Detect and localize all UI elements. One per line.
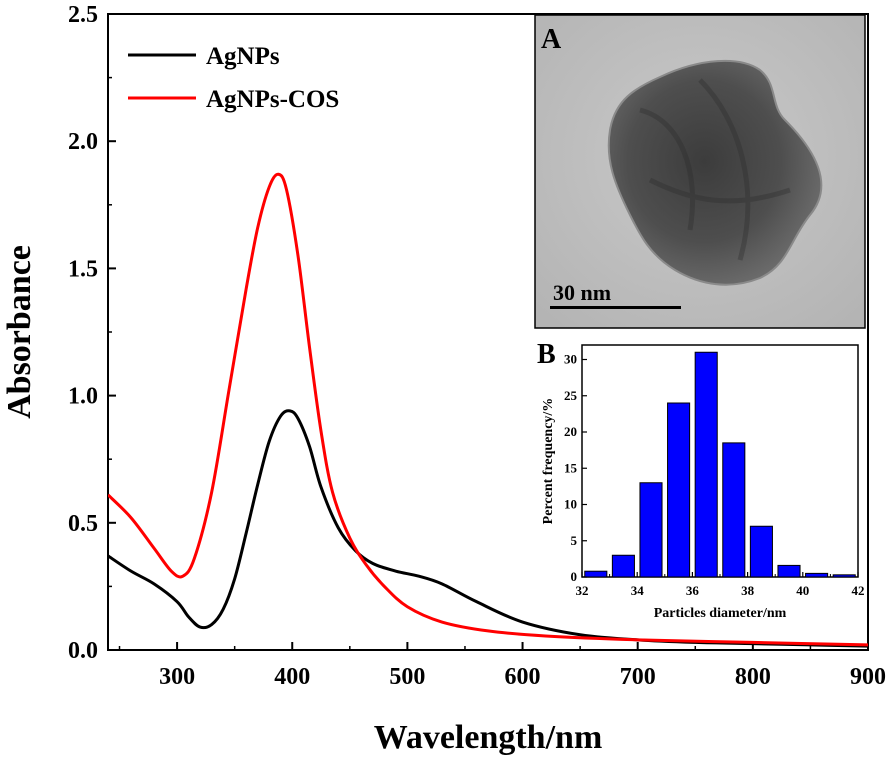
inset-y-axis-title: Percent frequency/%	[541, 398, 556, 525]
inset-a-tem-image: A 30 nm	[534, 14, 866, 329]
main-y-ticks: 0.0 0.5 1.0 1.5 2.0 2.5	[68, 2, 116, 664]
legend-label-agnps-cos: AgNPs-COS	[206, 86, 339, 113]
histogram-bar	[584, 570, 608, 578]
inset-y-tick-label: 30	[564, 352, 577, 367]
y-axis-title: Absorbance	[1, 245, 38, 419]
main-y-tick-label: 1.0	[68, 384, 98, 410]
main-x-tick-label: 400	[274, 664, 310, 690]
inset-x-tick-label: 32	[576, 583, 589, 598]
panel-label-b: B	[537, 339, 556, 370]
main-y-tick-label: 2.0	[68, 129, 98, 155]
inset-y-ticks: 0 5 10 15 20 25 30	[564, 352, 587, 584]
main-x-tick-label: 600	[505, 664, 541, 690]
main-x-tick-label: 900	[850, 664, 886, 690]
main-x-tick-label: 800	[735, 664, 771, 690]
inset-x-tick-label: 38	[741, 583, 755, 598]
main-x-ticks: 300 400 500 600 700 800 900	[118, 642, 886, 690]
inset-x-tick-label: 34	[631, 583, 645, 598]
histogram-bar	[749, 525, 773, 578]
inset-b-histogram: 32 34 36 38 40 42 0 5 10 15 20 25 30 B Particles di…	[537, 339, 865, 621]
inset-y-tick-label: 15	[564, 460, 578, 475]
scale-bar-label: 30 nm	[553, 280, 611, 305]
inset-bars	[584, 351, 856, 578]
inset-y-tick-label: 0	[571, 569, 578, 584]
main-y-tick-label: 2.5	[68, 2, 98, 28]
inset-y-tick-label: 20	[564, 424, 577, 439]
inset-plot-frame	[581, 344, 859, 578]
main-y-tick-label: 1.5	[68, 256, 98, 282]
x-axis-title: Wavelength/nm	[374, 719, 603, 756]
histogram-bar	[722, 442, 746, 578]
series-line-agnps-cos	[108, 172, 868, 647]
histogram-bar	[694, 351, 718, 578]
histogram-bar	[832, 574, 856, 578]
inset-y-tick-label: 25	[564, 388, 578, 403]
inset-x-tick-label: 40	[796, 583, 809, 598]
main-y-tick-label: 0.0	[68, 638, 98, 664]
histogram-bar	[611, 554, 635, 578]
inset-x-axis-title: Particles diameter/nm	[654, 606, 787, 621]
histogram-bar	[805, 572, 829, 578]
histogram-bar	[667, 402, 691, 578]
panel-label-a: A	[541, 24, 562, 55]
histogram-bar	[777, 564, 801, 578]
scale-bar	[550, 306, 681, 309]
inset-x-tick-label: 36	[686, 583, 700, 598]
main-x-tick-label: 700	[620, 664, 656, 690]
inset-x-tick-label: 42	[852, 583, 865, 598]
legend-label-agnps: AgNPs	[206, 43, 280, 70]
main-x-tick-label: 300	[159, 664, 195, 690]
series-line-agnps	[108, 409, 868, 648]
inset-y-tick-label: 5	[571, 533, 578, 548]
particle-lattice-shading	[639, 78, 791, 261]
histogram-bar	[639, 482, 663, 578]
inset-x-ticks: 32 34 36 38 40 42	[576, 572, 865, 598]
nanoparticle-image	[607, 59, 823, 286]
main-y-tick-label: 0.5	[68, 511, 98, 537]
legend: AgNPs AgNPs-COS	[128, 43, 339, 113]
main-x-tick-label: 500	[389, 664, 425, 690]
inset-y-tick-label: 10	[564, 497, 577, 512]
